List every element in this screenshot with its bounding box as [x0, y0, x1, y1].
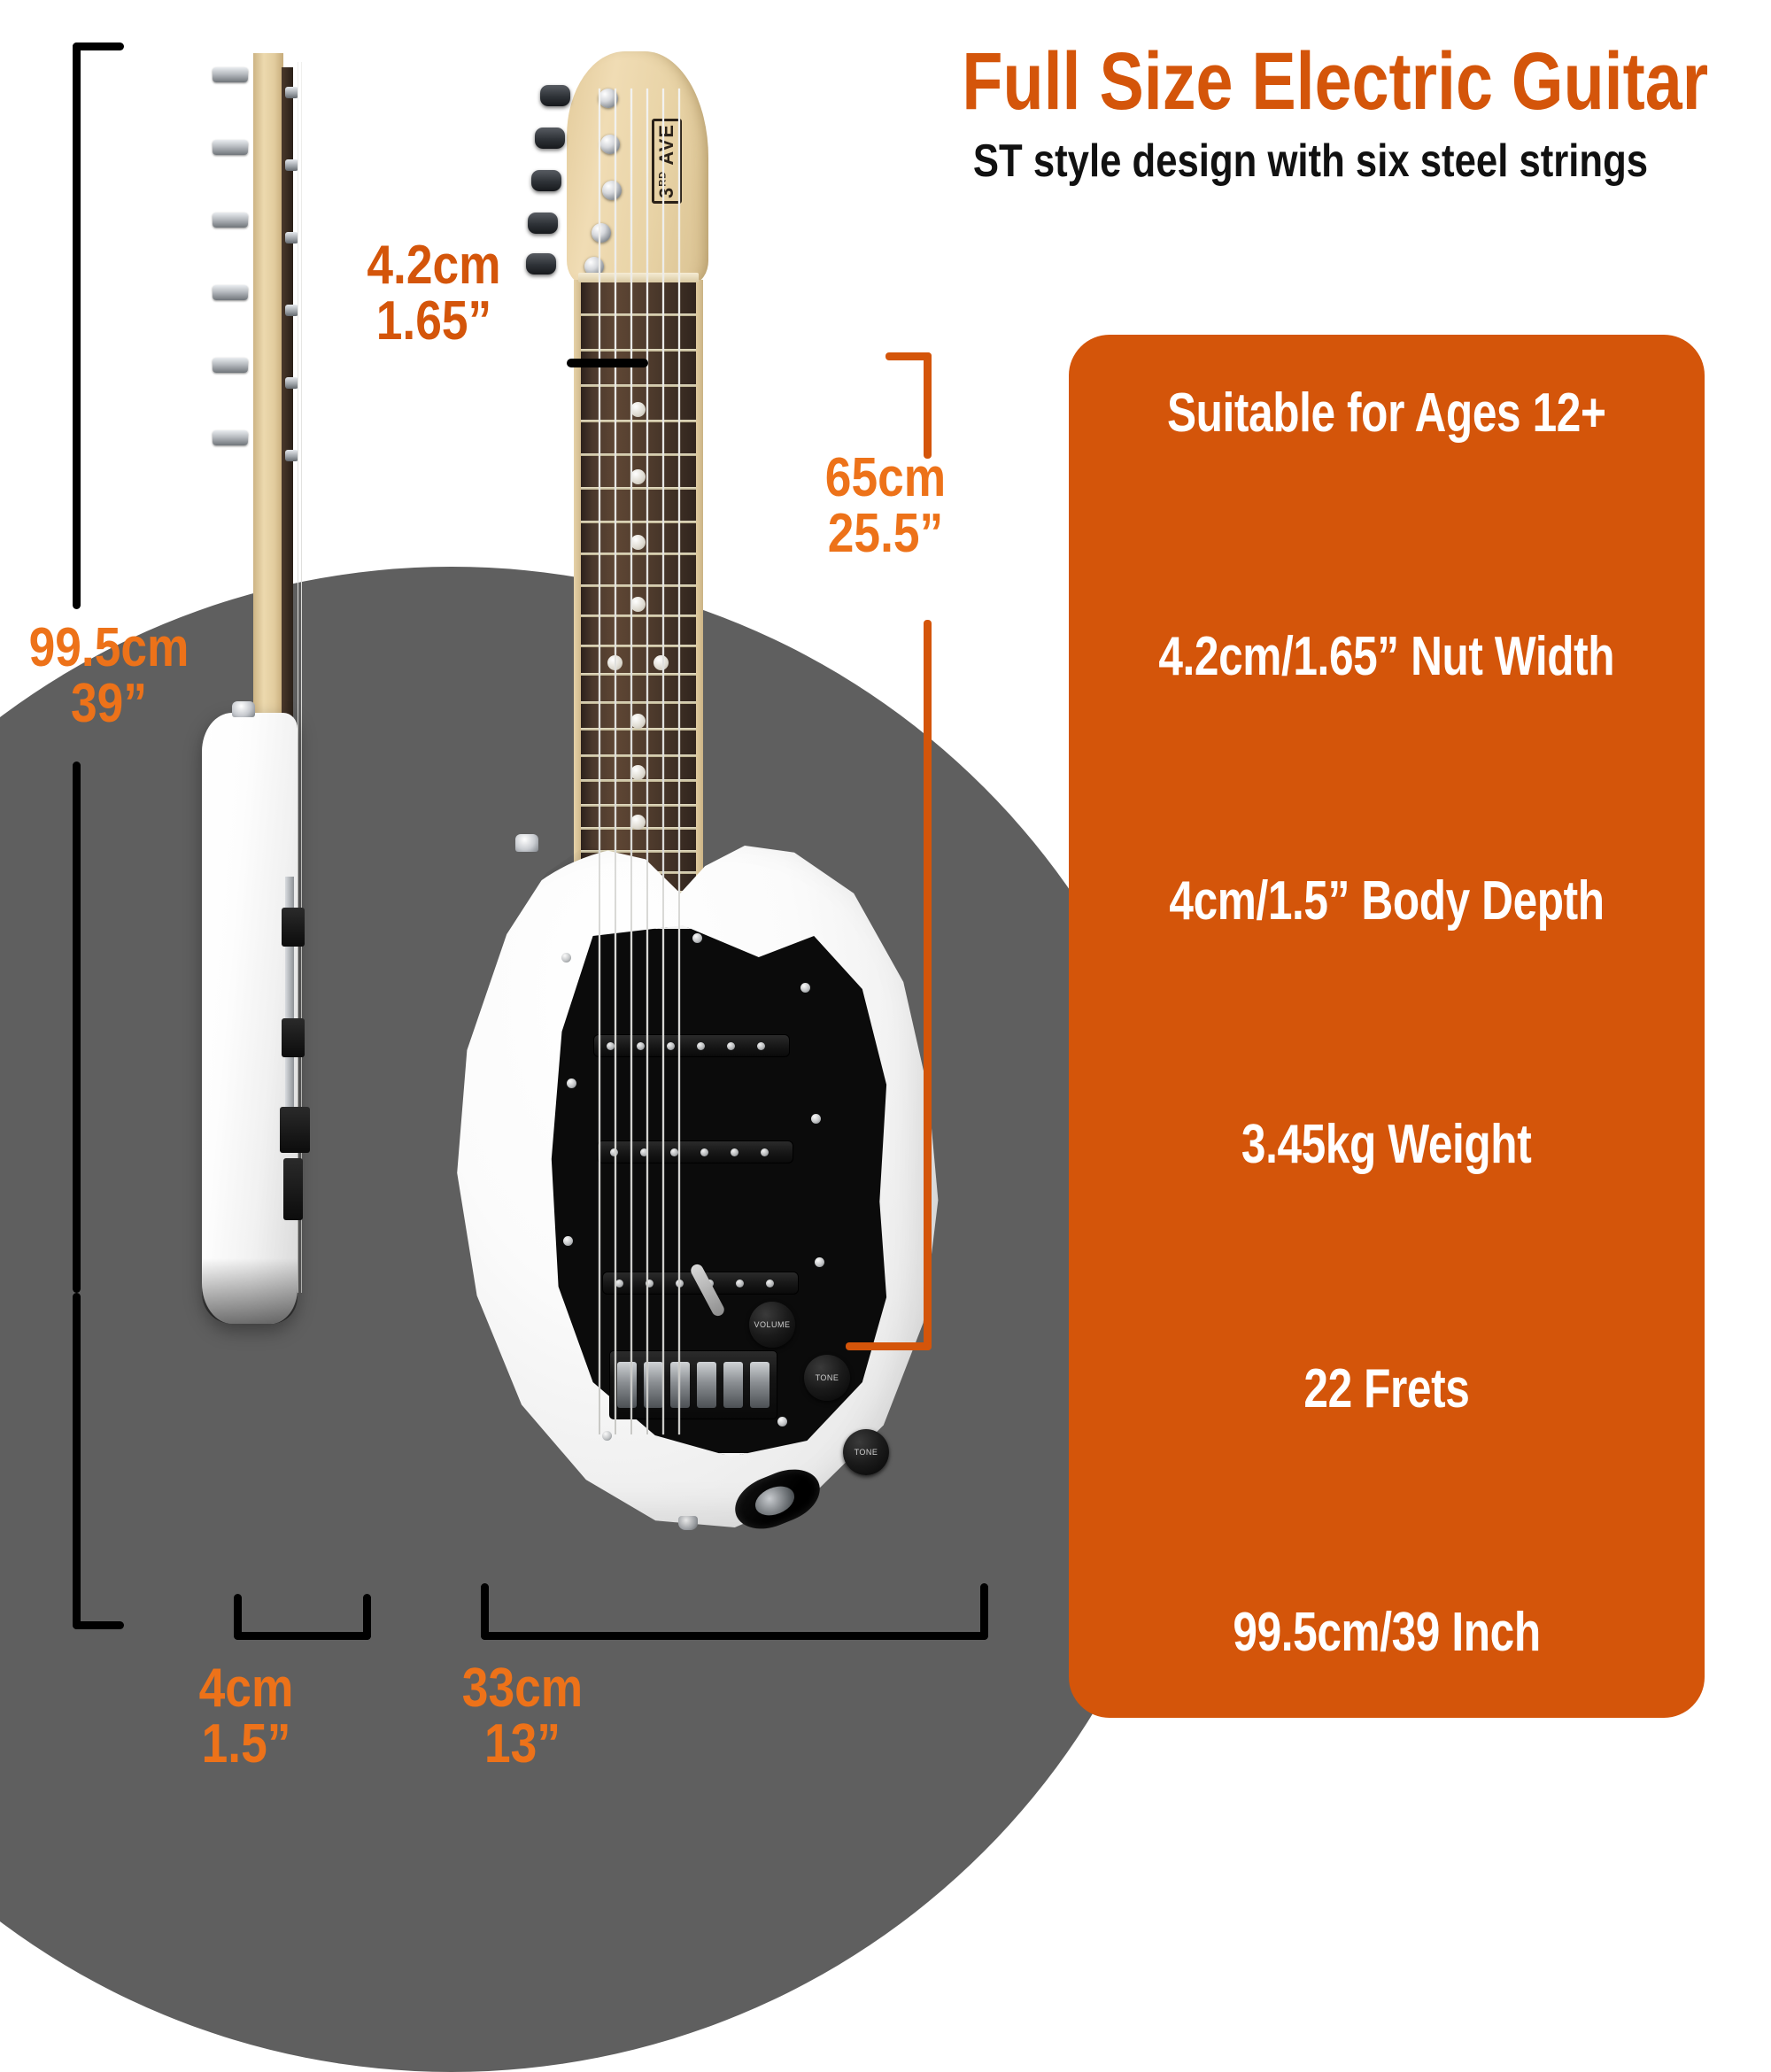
scale-bracket-bottom-bar [846, 1342, 932, 1350]
nut-width-leader-line [567, 359, 648, 367]
tuning-peg-icon [531, 170, 561, 191]
feature-panel: Suitable for Ages 12+ 4.2cm/1.65” Nut Wi… [1069, 335, 1705, 1718]
height-bracket-lower-2 [73, 1293, 81, 1629]
depth-bracket-left [234, 1594, 242, 1640]
height-bracket-lower [73, 762, 81, 1293]
side-tremolo-arm [283, 1158, 303, 1220]
guitar-string [646, 89, 648, 1434]
tuning-peg-icon [213, 213, 248, 228]
tuning-peg-icon [535, 128, 565, 149]
scale-bracket-upper [924, 352, 932, 459]
fret-inlay-dot [630, 535, 646, 550]
fret-inlay-dot [630, 402, 646, 417]
width-bracket-left [481, 1583, 489, 1640]
depth-bracket-right [363, 1594, 371, 1640]
tuning-peg-icon [526, 253, 556, 274]
string-post-icon [602, 181, 622, 200]
strap-button-icon [515, 834, 538, 852]
middle-pickup [597, 1140, 793, 1164]
tuning-peg-icon [213, 358, 248, 373]
side-bridge [280, 1107, 310, 1153]
depth-bracket-bar [234, 1632, 371, 1640]
height-bracket-bottom-cap [73, 1621, 124, 1629]
headstock: 3RD AVE [567, 51, 708, 283]
fret-inlay-dot [630, 469, 646, 484]
page-title: Full Size Electric Guitar [962, 36, 1709, 127]
brand-logo: 3RD AVE [652, 119, 682, 204]
dimension-nut-width: 4.2cm 1.65” [367, 235, 501, 352]
side-neck [253, 53, 283, 726]
strap-button-icon [232, 701, 255, 717]
feature-item-weight: 3.45kg Weight [1241, 1114, 1532, 1176]
feature-item-nut-width: 4.2cm/1.65” Nut Width [1158, 626, 1615, 688]
fret-inlay-dot [630, 714, 646, 729]
feature-item-age: Suitable for Ages 12+ [1167, 383, 1606, 444]
string-post-icon [592, 223, 611, 243]
string-post-icon [285, 159, 298, 171]
string-post-icon [599, 89, 618, 108]
dimension-scale-length: 65cm 25.5” [824, 447, 947, 565]
page-subtitle: ST style design with six steel strings [972, 135, 1649, 187]
title-block: Full Size Electric Guitar ST style desig… [886, 41, 1736, 184]
guitar-string [662, 89, 664, 1434]
tremolo-bridge [609, 1350, 777, 1419]
guitar-string [599, 89, 600, 1434]
scale-bracket-top-cap [886, 352, 932, 360]
guitar-string [615, 89, 616, 1434]
side-pickguard-edge [285, 877, 294, 1142]
dimension-body-width: 33cm 13” [461, 1658, 584, 1775]
feature-item-length: 99.5cm/39 Inch [1233, 1601, 1541, 1663]
neck-edge [694, 280, 703, 900]
width-bracket-bar [481, 1632, 988, 1640]
infographic-canvas: 3RD AVE [0, 35, 1736, 2072]
guitar-string [630, 89, 632, 1434]
tuning-peg-icon [540, 85, 570, 106]
side-pickup [282, 908, 305, 947]
height-bracket-top-cap [73, 43, 124, 50]
side-pickup [282, 1018, 305, 1057]
feature-item-frets: 22 Frets [1303, 1357, 1470, 1419]
feature-item-body-depth: 4cm/1.5” Body Depth [1169, 870, 1605, 932]
fretboard [578, 273, 699, 900]
guitar-string [301, 62, 303, 1293]
guitar-string [678, 89, 680, 1434]
tone-knob-1[interactable]: TONE [804, 1355, 850, 1401]
neck-pickup [593, 1034, 790, 1057]
string-post-icon [285, 305, 298, 316]
string-post-icon [285, 377, 298, 389]
string-post-icon [285, 450, 298, 461]
string-post-icon [285, 232, 298, 244]
tuning-peg-icon [213, 285, 248, 300]
guitar-front-view: 3RD AVE [457, 35, 992, 1674]
strap-button-icon [678, 1516, 698, 1530]
string-post-icon [600, 135, 620, 154]
tuning-peg-icon [213, 140, 248, 155]
neck-edge [574, 280, 583, 900]
width-bracket-right [980, 1583, 988, 1640]
scale-bracket-lower [924, 620, 932, 1349]
fret-inlay-dot [630, 765, 646, 780]
fret-inlay-dot [653, 655, 669, 670]
dimension-body-depth: 4cm 1.5” [198, 1658, 294, 1775]
fret-inlay-dot [630, 815, 646, 830]
tuning-peg-icon [528, 213, 558, 234]
tuning-peg-icon [213, 67, 248, 82]
fret-inlay-dot [630, 597, 646, 612]
string-post-icon [285, 87, 298, 98]
tone-knob-2[interactable]: TONE [843, 1429, 889, 1475]
tuning-peg-icon [213, 430, 248, 445]
volume-knob[interactable]: VOLUME [749, 1302, 795, 1348]
dimension-total-height: 99.5cm 39” [28, 617, 189, 735]
height-bracket-upper [73, 43, 81, 609]
guitar-side-view [186, 35, 434, 1629]
